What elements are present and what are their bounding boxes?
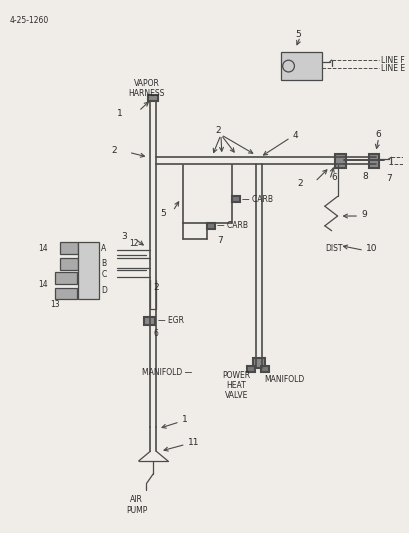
Bar xyxy=(60,243,78,254)
Bar xyxy=(78,243,99,300)
Text: LINE E: LINE E xyxy=(380,64,404,73)
Text: 11: 11 xyxy=(187,438,199,447)
Text: 2: 2 xyxy=(111,146,117,155)
Text: 1: 1 xyxy=(117,109,122,118)
Text: C: C xyxy=(101,270,106,279)
Text: — CARB: — CARB xyxy=(216,221,247,230)
Text: 2: 2 xyxy=(297,179,302,188)
Text: — CARB: — CARB xyxy=(241,195,272,204)
Text: 9: 9 xyxy=(360,209,366,219)
Text: 8: 8 xyxy=(361,172,367,181)
Bar xyxy=(148,95,158,101)
Bar xyxy=(207,223,215,229)
Text: MANIFOLD —: MANIFOLD — xyxy=(142,368,192,377)
Text: 2: 2 xyxy=(215,126,220,135)
Text: 1: 1 xyxy=(181,415,187,424)
Text: 3: 3 xyxy=(121,232,126,241)
Bar xyxy=(55,272,76,284)
Bar xyxy=(60,258,78,270)
Text: 4-25-1260: 4-25-1260 xyxy=(9,15,48,25)
Bar xyxy=(55,288,76,300)
Bar xyxy=(253,358,264,368)
Text: 4: 4 xyxy=(292,131,297,140)
Text: 5: 5 xyxy=(295,30,301,39)
Text: AIR
PUMP: AIR PUMP xyxy=(126,496,147,515)
Text: 10: 10 xyxy=(365,244,377,253)
Text: 6: 6 xyxy=(375,130,381,139)
Bar xyxy=(231,197,239,203)
Text: — EGR: — EGR xyxy=(158,317,184,325)
Text: B: B xyxy=(101,259,106,268)
Text: 14: 14 xyxy=(38,244,48,253)
Bar xyxy=(334,154,346,168)
Text: DIST: DIST xyxy=(324,244,342,253)
Text: D: D xyxy=(101,286,107,295)
Text: 13: 13 xyxy=(50,300,60,309)
Bar xyxy=(280,52,321,80)
Text: 2: 2 xyxy=(153,283,159,292)
Text: MANIFOLD: MANIFOLD xyxy=(263,375,303,384)
Text: 6: 6 xyxy=(153,329,158,338)
Text: A: A xyxy=(101,244,106,253)
Text: 7: 7 xyxy=(216,236,222,245)
Bar xyxy=(143,317,155,325)
Text: LINE F: LINE F xyxy=(380,55,403,64)
Text: 7: 7 xyxy=(386,174,391,183)
Bar xyxy=(368,154,378,168)
Text: 6: 6 xyxy=(331,173,337,182)
Bar xyxy=(261,366,268,372)
Bar xyxy=(247,366,255,372)
Text: 12: 12 xyxy=(128,239,138,248)
Text: VAPOR
HARNESS: VAPOR HARNESS xyxy=(128,79,164,98)
Text: 14: 14 xyxy=(38,280,48,289)
Text: 5: 5 xyxy=(160,208,166,217)
Text: POWER
HEAT
VALVE: POWER HEAT VALVE xyxy=(222,370,250,400)
